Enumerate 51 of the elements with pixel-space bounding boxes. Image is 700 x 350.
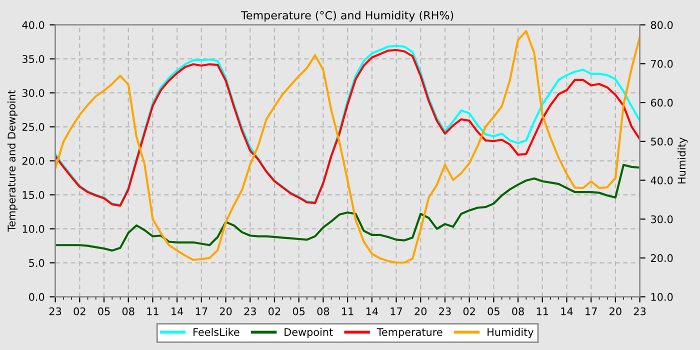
y-tick-label: 40.0 — [22, 21, 44, 29]
x-tick-label: 14 — [561, 308, 573, 316]
y-tick-label: 30.0 — [22, 89, 44, 97]
y2-tick-label: 10.0 — [651, 293, 673, 301]
y2-tick-label: 30.0 — [651, 215, 673, 224]
x-tick-label: 08 — [512, 307, 524, 316]
x-tick-label: 20 — [610, 307, 622, 316]
y2-tick-label: 60.0 — [650, 98, 673, 107]
y-tick-label: 0.0 — [29, 293, 44, 301]
y-tick-label: 5.0 — [29, 259, 44, 267]
x-tick-label: 14 — [172, 308, 184, 316]
x-tick-label: 11 — [147, 308, 158, 316]
x-tick-label: 02 — [463, 307, 475, 316]
line-series — [55, 30, 640, 264]
legend-label: Humidity — [488, 328, 534, 338]
x-tick-label: 23 — [244, 307, 256, 316]
x-tick-label: 20 — [220, 307, 232, 316]
x-tick-label: 11 — [342, 308, 354, 316]
x-tick-label: 23 — [439, 307, 451, 316]
legend-label: FeelsLike — [194, 328, 240, 336]
x-tick-label: 08 — [122, 307, 134, 316]
y-tick-label: 35.0 — [22, 55, 44, 63]
x-tick-label: 05 — [488, 307, 500, 316]
x-tick-label: 11 — [536, 308, 548, 316]
x-tick-label: 14 — [366, 308, 378, 316]
y2-tick-label: 80.0 — [650, 21, 673, 29]
chart-title: Temperature (°C) and Humidity (RH%) — [240, 10, 454, 22]
x-tick-label: 17 — [390, 308, 402, 316]
y-tick-label: 20.0 — [22, 157, 44, 165]
line-series — [55, 164, 640, 252]
x-tick-label: 05 — [292, 307, 305, 316]
x-tick-label: 20 — [414, 307, 427, 316]
x-tick-label: 17 — [196, 308, 208, 316]
x-tick-label: 23 — [49, 307, 62, 316]
x-tick-label: 17 — [586, 308, 597, 316]
legend-label: Dewpoint — [284, 328, 333, 338]
x-tick-label: 02 — [74, 307, 86, 316]
y-tick-label: 25.0 — [22, 123, 44, 131]
x-tick-label: 02 — [268, 307, 280, 316]
y-axis-title: Temperature and Dewpoint — [7, 90, 18, 232]
y2-tick-label: 50.0 — [651, 138, 673, 146]
legend-label: Temperature — [376, 328, 442, 338]
y2-tick-label: 20.0 — [650, 254, 673, 262]
y2-tick-label: 40.0 — [650, 176, 673, 184]
x-tick-label: 08 — [317, 307, 330, 316]
x-tick-label: 23 — [634, 307, 646, 316]
x-tick-label: 05 — [98, 307, 110, 316]
y2-tick-label: 70.0 — [651, 60, 673, 68]
y-tick-label: 10.0 — [22, 225, 44, 233]
y2-axis-title: Humidity — [678, 138, 688, 184]
y-tick-label: 15.0 — [22, 191, 44, 199]
